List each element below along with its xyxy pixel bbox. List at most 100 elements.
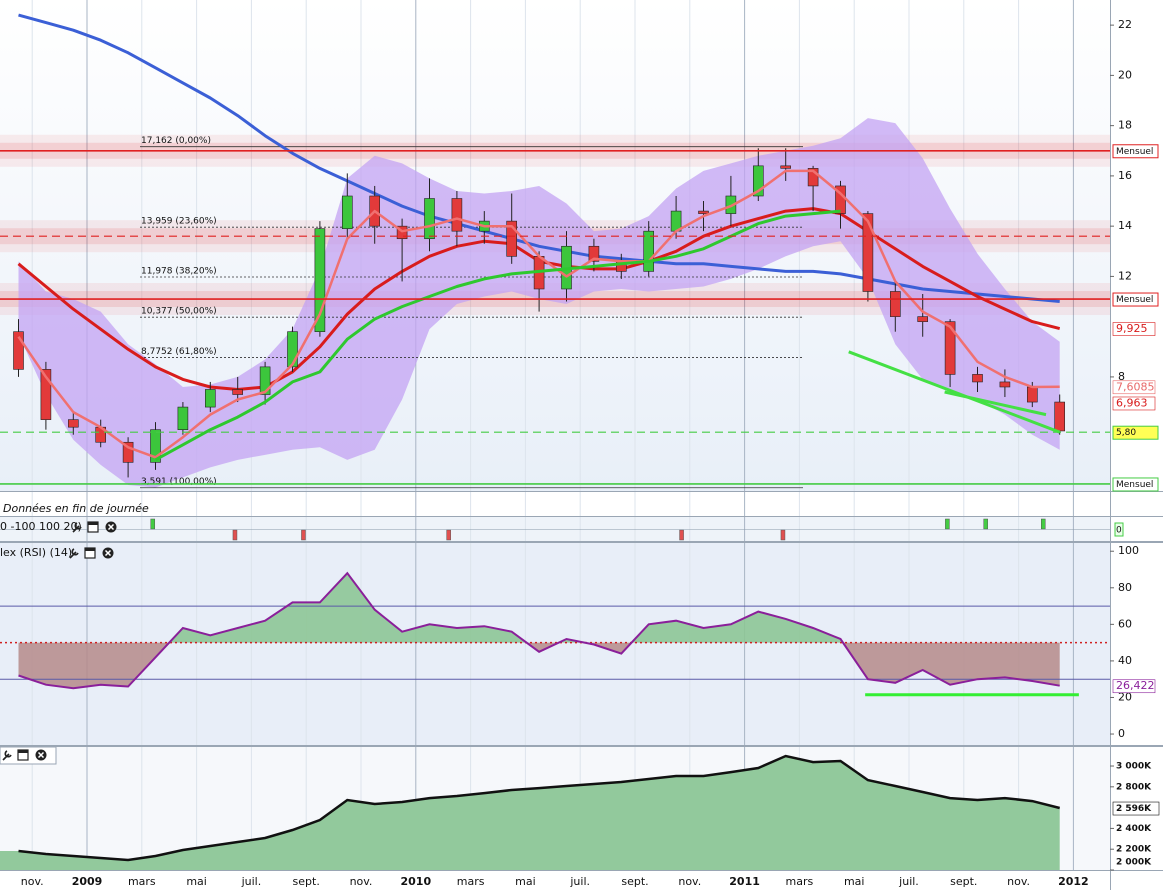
window-icon-bar — [88, 522, 98, 525]
candle-body — [588, 245, 600, 262]
candle-body — [506, 220, 518, 257]
fib-label: 3,591 (100,00%) — [141, 477, 217, 487]
y-tick-label: 18 — [1118, 119, 1132, 132]
window-icon-bar — [18, 750, 28, 753]
candle-body — [68, 419, 79, 428]
level-tag — [1112, 477, 1159, 492]
x-tick-label: nov. — [1007, 875, 1030, 888]
price-flag — [1112, 380, 1156, 395]
y-tick-label: 16 — [1118, 169, 1132, 182]
candle-body — [862, 213, 874, 292]
x-tick-label: juil. — [569, 875, 590, 888]
y-tick-label: 20 — [1118, 68, 1132, 81]
y-tick-label: 80 — [1118, 581, 1132, 594]
price-flag-label: 7,6085 — [1116, 380, 1155, 393]
buy-signal — [150, 518, 156, 530]
candle-body — [752, 165, 764, 197]
level-tag-label: 5,80 — [1116, 428, 1136, 438]
price-flag-label: 6,963 — [1116, 396, 1148, 409]
y-tick-label: 0 — [1118, 727, 1125, 740]
candle-body — [1027, 386, 1038, 403]
indicator-title: lex (RSI) (14) — [0, 546, 72, 559]
y-tick-label: 14 — [1118, 219, 1132, 232]
y-tick-label: 8 — [1118, 370, 1125, 383]
sell-signal — [232, 529, 238, 541]
x-tick-label: nov. — [21, 875, 44, 888]
candle-body — [259, 366, 271, 395]
close-icon-cross — [37, 751, 45, 759]
x-tick-label: nov. — [678, 875, 701, 888]
candle-body — [287, 331, 298, 368]
buy-signal — [1041, 518, 1046, 530]
obv-plot — [0, 754, 1061, 870]
candle-body — [1054, 401, 1065, 432]
candle-body — [944, 321, 956, 375]
candle-body — [232, 389, 243, 395]
rsi-flag-label: 26,422 — [1116, 679, 1155, 692]
y-tick-label: 22 — [1118, 18, 1132, 31]
y-tick-label: 2 400K — [1116, 824, 1152, 834]
fib-label: 11,978 (38,20%) — [141, 266, 217, 276]
y-tick-label: 2 800K — [1116, 782, 1152, 792]
x-tick-label: nov. — [350, 875, 373, 888]
x-tick-label: 2011 — [729, 875, 760, 888]
x-tick-label: sept. — [621, 875, 648, 888]
candle-body — [314, 228, 326, 332]
signal-panel-bg — [0, 517, 1110, 541]
info-bar — [0, 492, 1110, 516]
settings-icon[interactable] — [72, 522, 82, 533]
x-tick-label: mars — [457, 875, 485, 888]
x-tick-label: mars — [128, 875, 156, 888]
x-tick-label: mars — [786, 875, 814, 888]
data-note: Données en fin de journée — [3, 502, 149, 515]
settings-icon[interactable] — [2, 750, 12, 761]
sell-signal — [301, 529, 306, 541]
level-tag-label: Mensuel — [1116, 480, 1153, 490]
buy-signal — [945, 518, 950, 530]
level-tag — [1112, 292, 1159, 307]
candle-body — [972, 374, 983, 383]
y-tick-label: 100 — [1118, 544, 1139, 557]
x-tick-label: mai — [515, 875, 536, 888]
y-tick-label: 12 — [1118, 269, 1132, 282]
level-tag — [1112, 425, 1159, 440]
signal-value: 0 — [1116, 526, 1122, 536]
trendline — [848, 350, 1061, 434]
price-flag-label: 9,925 — [1116, 322, 1148, 335]
fib-label: 17,162 (0,00%) — [141, 136, 211, 146]
y-tick-label: 20 — [1118, 690, 1132, 703]
x-tick-label: juil. — [241, 875, 262, 888]
sell-signal — [780, 529, 786, 541]
candle-body — [13, 331, 24, 370]
toolbar-icons — [2, 521, 117, 761]
x-tick-label: sept. — [293, 875, 320, 888]
y-tick-label: 2 000K — [1116, 858, 1152, 868]
candle-body — [177, 406, 189, 430]
x-tick-label: sept. — [950, 875, 977, 888]
y-tick-label: 3 000K — [1116, 762, 1152, 772]
indicator-title: 0 -100 100 20) — [0, 520, 82, 533]
candle-body — [917, 316, 929, 322]
candle-body — [889, 291, 901, 317]
candle-body — [807, 168, 819, 187]
moving-average — [154, 209, 841, 462]
candle-body — [341, 195, 353, 229]
window-icon-bar — [85, 548, 95, 551]
candle-body — [999, 381, 1011, 388]
candle-body — [451, 198, 463, 232]
signal-value-tag — [1114, 522, 1124, 537]
candle-body — [643, 230, 655, 272]
price-flag — [1112, 322, 1156, 336]
close-icon-cross — [107, 523, 115, 531]
close-icon-cross — [104, 549, 112, 557]
x-tick-label: 2010 — [400, 875, 431, 888]
buy-signal — [983, 518, 988, 530]
settings-icon[interactable] — [69, 548, 79, 559]
level-tag-label: Mensuel — [1116, 295, 1153, 305]
obv-area — [0, 756, 1060, 870]
obv-line — [18, 754, 1061, 862]
candle-body — [205, 389, 216, 408]
candle-body — [780, 165, 792, 169]
